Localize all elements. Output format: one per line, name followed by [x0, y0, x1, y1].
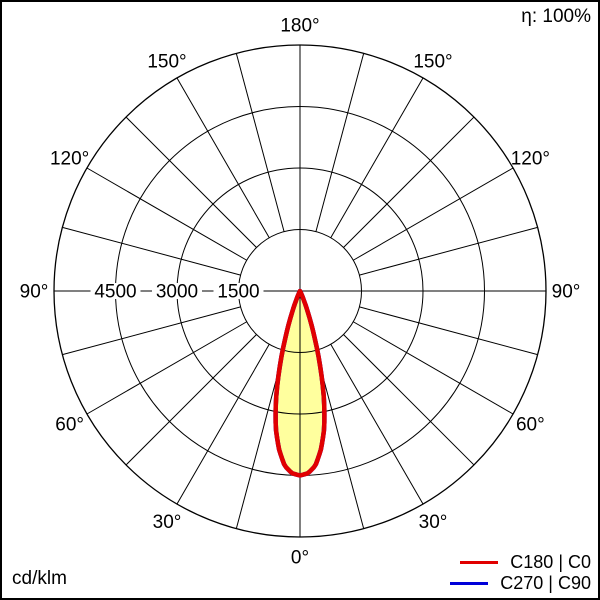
grid-spoke-255: [62, 226, 241, 276]
angle-label-150-l: 150°: [147, 51, 186, 72]
angle-label-0-r: 0°: [291, 548, 309, 569]
grid-spoke-330: [176, 344, 270, 505]
legend-line-blue: [450, 581, 489, 585]
legend: C180 | C0 C270 | C90: [450, 551, 591, 593]
unit-label: cd/klm: [12, 568, 67, 589]
grid-spoke-105: [359, 226, 538, 276]
efficiency-label: η: 100%: [521, 6, 591, 27]
angle-label-30-r: 30°: [419, 512, 448, 533]
grid-spoke-150: [330, 77, 424, 238]
radial-tick-label-3000: 3000: [156, 282, 198, 303]
radial-tick-mask: [213, 283, 264, 299]
grid-spoke-195: [235, 53, 285, 232]
grid-spoke-285: [62, 306, 241, 356]
angle-label-150-r: 150°: [413, 51, 452, 72]
grid-spoke-315: [125, 334, 257, 466]
grid-spoke-300: [86, 321, 247, 415]
radial-tick-label-4500: 4500: [94, 282, 136, 303]
angle-label-120-l: 120°: [50, 149, 89, 170]
angle-label-90-l: 90°: [20, 282, 49, 303]
angle-label-60-l: 60°: [55, 415, 84, 436]
grid-spoke-135: [343, 116, 475, 248]
radial-tick-label-1500: 1500: [217, 282, 259, 303]
angle-label-90-r: 90°: [552, 282, 581, 303]
angle-label-180-r: 180°: [280, 16, 319, 37]
grid-spoke-45: [343, 334, 475, 466]
legend-label: C180 | C0: [510, 551, 591, 572]
grid-spoke-60: [353, 321, 514, 415]
legend-line-red: [460, 560, 499, 564]
legend-label: C270 | C90: [500, 572, 591, 593]
radial-tick-mask: [90, 283, 141, 299]
grid-spoke-75: [359, 306, 538, 356]
grid-spoke-240: [86, 167, 247, 261]
grid-spoke-30: [330, 344, 424, 505]
angle-label-60-r: 60°: [516, 415, 545, 436]
grid-spoke-165: [315, 53, 365, 232]
radial-tick-mask: [152, 283, 202, 299]
legend-item-c270-c90: C270 | C90: [450, 572, 591, 593]
angle-label-120-r: 120°: [511, 149, 550, 170]
grid-spoke-210: [176, 77, 270, 238]
legend-item-c180-c0: C180 | C0: [450, 551, 591, 572]
c180-c0-curve: [273, 288, 327, 478]
grid-spoke-225: [125, 116, 257, 248]
angle-label-30-l: 30°: [153, 512, 182, 533]
grid-spoke-120: [353, 167, 514, 261]
